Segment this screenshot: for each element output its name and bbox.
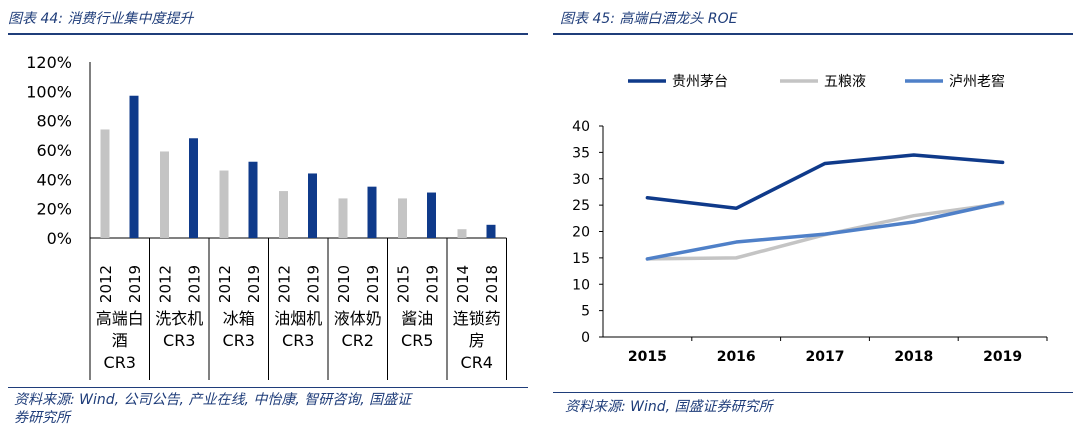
- x-tick-label: 2019: [983, 349, 1022, 365]
- y-tick-label: 120%: [26, 53, 72, 72]
- cr-label: CR3: [223, 331, 255, 350]
- right-title-rule: [553, 33, 1073, 35]
- bar: [279, 191, 288, 238]
- series-line: [645, 153, 1005, 211]
- x-tick-label: 2015: [628, 349, 667, 365]
- cr-label: CR3: [104, 353, 136, 372]
- x-year-label: 2019: [424, 265, 442, 303]
- bar: [457, 229, 467, 238]
- legend-label: 泸州老窖: [949, 73, 1005, 90]
- bar: [100, 129, 110, 238]
- x-tick-label: 2017: [806, 349, 845, 365]
- y-tick-label: 20%: [36, 200, 72, 219]
- left-source-cont: 券研究所: [14, 410, 70, 426]
- series-line: [645, 200, 1005, 261]
- cr-label: CR3: [163, 331, 195, 350]
- category-label: 房: [469, 331, 485, 350]
- legend-label: 贵州茅台: [672, 74, 728, 90]
- x-year-label: 2012: [157, 265, 175, 303]
- x-year-label: 2019: [364, 265, 382, 303]
- x-year-label: 2018: [483, 265, 501, 303]
- y-tick-label: 15: [572, 251, 590, 267]
- x-year-label: 2019: [245, 265, 263, 303]
- bar: [189, 138, 198, 238]
- bar: [248, 161, 258, 238]
- x-tick-label: 2016: [717, 349, 756, 365]
- cr-label: CR4: [461, 353, 493, 372]
- y-tick-label: 30: [572, 172, 590, 188]
- cr-label: CR3: [282, 331, 314, 350]
- category-label: 酒: [112, 331, 128, 350]
- right-source-rule: [553, 392, 1073, 393]
- left-source: 资料来源: Wind, 公司公告, 产业在线, 中怡康, 智研咨询, 国盛证: [14, 392, 412, 408]
- bar: [219, 170, 229, 238]
- bar: [398, 198, 407, 238]
- y-tick-label: 60%: [36, 141, 72, 160]
- x-year-label: 2019: [305, 265, 323, 303]
- bar: [338, 198, 348, 238]
- y-tick-label: 20: [572, 225, 590, 241]
- y-tick-label: 5: [581, 304, 590, 320]
- bar: [367, 186, 377, 238]
- x-year-label: 2010: [335, 265, 353, 303]
- x-year-label: 2012: [276, 265, 294, 303]
- y-tick-label: 100%: [26, 82, 72, 101]
- left-chart-title: 图表 44: 消费行业集中度提升: [8, 11, 194, 27]
- bar: [486, 224, 496, 238]
- y-tick-label: 40%: [36, 170, 72, 189]
- bar: [308, 173, 317, 238]
- x-year-label: 2015: [395, 265, 413, 303]
- x-year-label: 2012: [97, 265, 115, 303]
- bar: [129, 95, 139, 238]
- right-line-chart: 0 5 10 15 20 25 30 35 40 2015 2016 2017 2018 2019 贵州茅台…: [572, 73, 1048, 365]
- bar: [427, 192, 436, 238]
- category-label: 冰箱: [223, 309, 255, 328]
- right-chart-title: 图表 45: 高端白酒龙头 ROE: [560, 11, 738, 27]
- category-label: 液体奶: [334, 309, 382, 328]
- x-tick-label: 2018: [894, 349, 933, 365]
- y-tick-label: 0: [581, 330, 590, 346]
- y-tick-label: 80%: [36, 112, 72, 131]
- right-source: 资料来源: Wind, 国盛证券研究所: [565, 399, 773, 415]
- legend-label: 五粮液: [824, 74, 866, 90]
- y-tick-label: 35: [572, 145, 590, 161]
- y-tick-label: 40: [572, 119, 590, 135]
- y-tick-label: 10: [572, 277, 590, 293]
- left-title-rule: [8, 33, 528, 35]
- x-year-label: 2019: [126, 265, 144, 303]
- category-label: 高端白: [96, 309, 144, 328]
- left-bar-chart: 0% 20% 40% 60% 80% 100% 120% 2012 2019 高端白酒 CR3 201…: [26, 53, 507, 380]
- cr-label: CR2: [342, 331, 374, 350]
- x-year-label: 2019: [186, 265, 204, 303]
- category-label: 洗衣机: [155, 309, 203, 328]
- category-label: 油烟机: [274, 309, 322, 328]
- y-tick-label: 0%: [47, 229, 72, 248]
- series-line: [645, 201, 1005, 261]
- bar: [160, 151, 169, 238]
- y-tick-label: 25: [572, 198, 590, 214]
- x-year-label: 2014: [454, 265, 472, 303]
- category-label: 酱油: [401, 309, 433, 328]
- x-year-label: 2012: [216, 265, 234, 303]
- category-label: 连锁药: [453, 309, 501, 328]
- left-source-rule: [8, 387, 528, 388]
- cr-label: CR5: [401, 331, 433, 350]
